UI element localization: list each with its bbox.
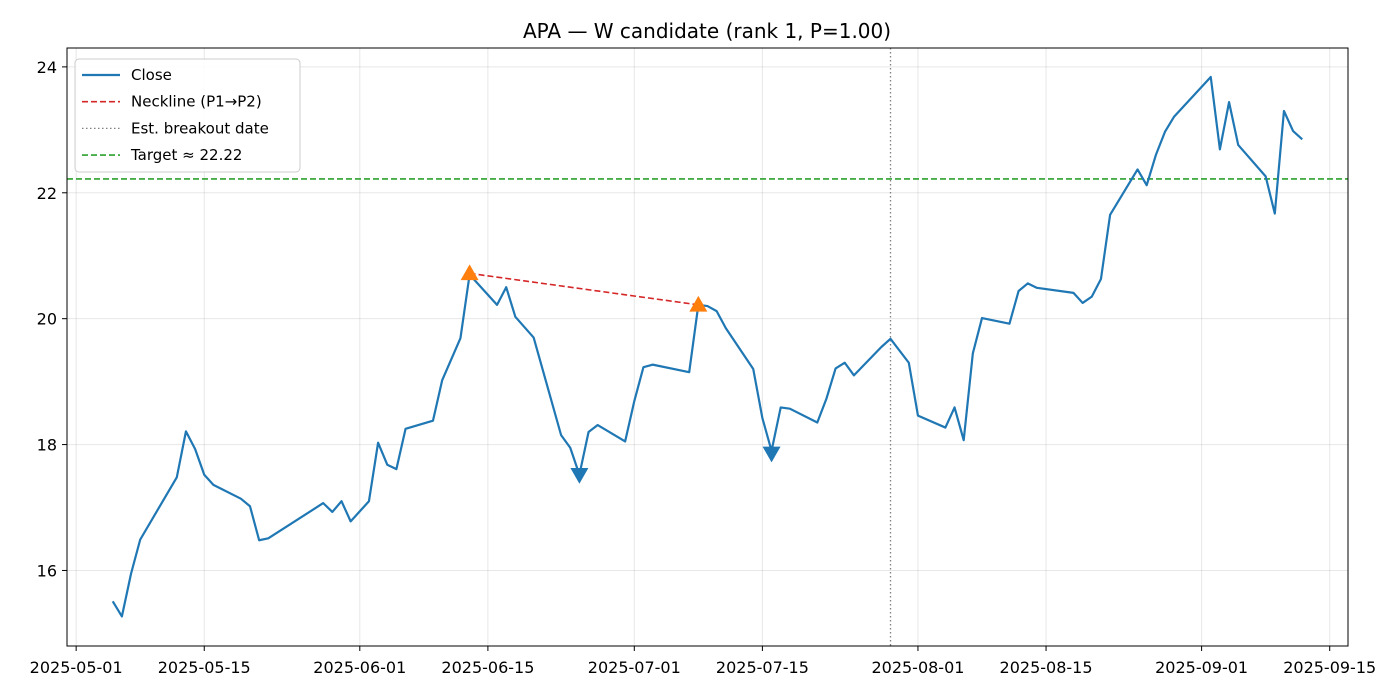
x-tick-label: 2025-05-01 (30, 658, 123, 677)
axes: 2025-05-01 2025-05-15 2025-06-01 2025-06-15… (30, 58, 1377, 677)
reference-lines (67, 48, 1348, 646)
x-tick-label: 2025-09-01 (1155, 658, 1248, 677)
trough-marker (762, 446, 781, 463)
legend-label: Neckline (P1→P2) (131, 93, 262, 111)
legend: Close Neckline (P1→P2) Est. breakout date T… (74, 58, 301, 173)
pattern-markers (460, 264, 781, 484)
legend-label: Target ≈ 22.22 (130, 146, 242, 164)
x-tick-label: 2025-07-15 (716, 658, 809, 677)
y-tick-label: 22 (37, 184, 57, 203)
chart-title: APA — W candidate (rank 1, P=1.00) (523, 19, 891, 43)
plot-frame (66, 47, 1349, 647)
x-tick-label: 2025-05-15 (158, 658, 251, 677)
legend-label: Close (131, 66, 172, 84)
y-tick-label: 16 (37, 561, 57, 580)
x-tick-label: 2025-06-01 (313, 658, 406, 677)
x-tick-label: 2025-07-01 (588, 658, 681, 677)
trough-marker (570, 468, 589, 484)
x-tick-label: 2025-09-15 (1283, 658, 1376, 677)
peak-marker (460, 264, 479, 281)
x-tick-label: 2025-06-15 (441, 658, 534, 677)
y-tick-label: 20 (37, 310, 57, 329)
x-tick-label: 2025-08-15 (1000, 658, 1093, 677)
y-tick-label: 24 (37, 58, 57, 77)
y-tick-label: 18 (37, 436, 57, 455)
neckline-line (469, 272, 699, 306)
close-price-line (111, 75, 1303, 618)
legend-label: Est. breakout date (131, 119, 269, 137)
legend-box (74, 58, 301, 173)
peak-marker (689, 295, 708, 312)
series-lines (111, 75, 1303, 618)
x-tick-label: 2025-08-01 (871, 658, 964, 677)
grid-lines (67, 48, 1348, 646)
